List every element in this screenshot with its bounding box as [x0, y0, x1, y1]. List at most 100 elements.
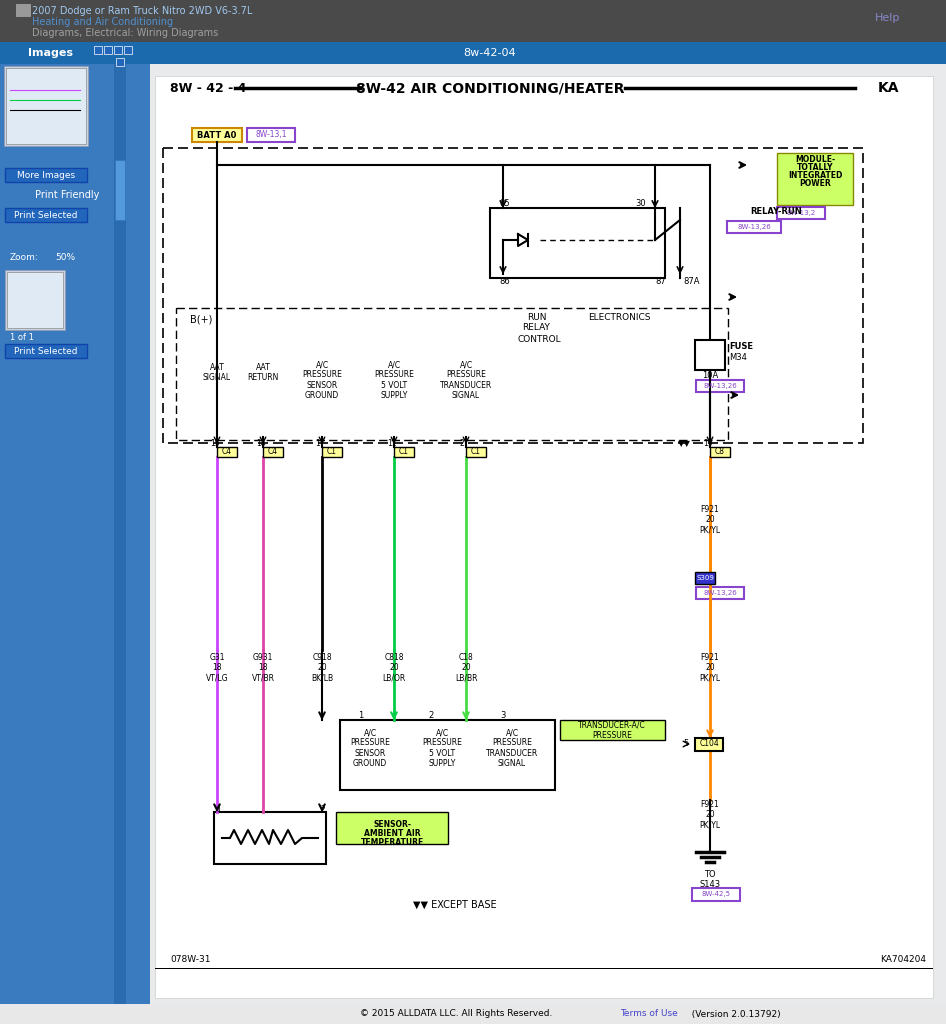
Text: A/C
PRESSURE
SENSOR
GROUND: A/C PRESSURE SENSOR GROUND [302, 360, 342, 400]
Bar [116, 58, 124, 66]
Text: Zoom:: Zoom: [10, 254, 39, 262]
Text: TOTALLY: TOTALLY [797, 164, 833, 172]
Text: ▼▼ EXCEPT BASE: ▼▼ EXCEPT BASE [413, 900, 497, 910]
Text: 5: 5 [683, 739, 689, 749]
Bar [466, 447, 486, 457]
Text: C18
20
LB/BR: C18 20 LB/BR [455, 653, 477, 683]
Bar [696, 380, 744, 392]
Text: Images: Images [28, 48, 73, 58]
Text: MODULE-: MODULE- [795, 156, 835, 165]
Bar [16, 4, 30, 16]
Text: 8W-13,26: 8W-13,26 [703, 383, 737, 389]
Text: 30: 30 [635, 200, 645, 209]
Text: BATT A0: BATT A0 [198, 130, 236, 139]
Text: 10A: 10A [702, 371, 718, 380]
Text: F921
20
PK/YL: F921 20 PK/YL [699, 653, 721, 683]
Text: TRANSDUCER-A/C
PRESSURE: TRANSDUCER-A/C PRESSURE [578, 720, 646, 739]
Text: 1: 1 [358, 712, 363, 721]
Text: C918
20
BK/LB: C918 20 BK/LB [311, 653, 333, 683]
Bar [7, 272, 63, 328]
Bar [5, 208, 87, 222]
Text: KA704204: KA704204 [880, 955, 926, 965]
Bar [94, 46, 102, 54]
Text: More Images: More Images [17, 171, 75, 179]
Bar [692, 888, 740, 901]
Bar [115, 160, 125, 220]
Bar [263, 447, 283, 457]
Text: 87A: 87A [683, 278, 699, 287]
Bar [5, 344, 87, 358]
Text: C1: C1 [327, 447, 337, 457]
Text: G31
18
VT/LG: G31 18 VT/LG [205, 653, 228, 683]
Text: M34: M34 [729, 353, 747, 362]
Text: F921
20
PK/YL: F921 20 PK/YL [699, 800, 721, 829]
Bar [695, 738, 723, 751]
Text: INTEGRATED: INTEGRATED [788, 171, 842, 180]
Text: 14: 14 [256, 439, 266, 449]
Text: 85: 85 [499, 200, 510, 209]
Bar [5, 270, 65, 330]
Text: TO
S143: TO S143 [699, 870, 721, 890]
Text: Terms of Use: Terms of Use [620, 1010, 677, 1019]
Text: A/C
PRESSURE
TRANSDUCER
SIGNAL: A/C PRESSURE TRANSDUCER SIGNAL [440, 360, 492, 400]
Text: RELAY-RUN: RELAY-RUN [750, 208, 802, 216]
Text: Help: Help [875, 13, 901, 23]
Text: B(+): B(+) [190, 315, 212, 325]
Text: TEMPERATURE: TEMPERATURE [360, 838, 424, 847]
Text: KA: KA [878, 81, 900, 95]
Text: C1: C1 [471, 447, 481, 457]
Bar [560, 720, 665, 740]
Bar [777, 153, 853, 205]
Bar [0, 63, 150, 1024]
Bar [124, 46, 132, 54]
Text: 11: 11 [387, 439, 396, 449]
Text: Heating and Air Conditioning: Heating and Air Conditioning [32, 17, 173, 27]
Text: 8W-13,26: 8W-13,26 [703, 590, 737, 596]
Bar [695, 572, 715, 584]
Bar [192, 128, 242, 142]
Bar [114, 63, 126, 1004]
Bar [0, 42, 946, 63]
Text: C104: C104 [699, 739, 719, 749]
Bar [696, 587, 744, 599]
Text: 17: 17 [315, 439, 324, 449]
Bar [394, 447, 414, 457]
Bar [695, 340, 725, 370]
Bar [322, 447, 342, 457]
Bar [727, 221, 781, 233]
Bar [163, 148, 863, 443]
Bar [0, 1004, 946, 1024]
Text: A/C
PRESSURE
TRANSDUCER
SIGNAL: A/C PRESSURE TRANSDUCER SIGNAL [486, 728, 538, 768]
Bar [340, 720, 555, 790]
Text: 19: 19 [703, 439, 712, 449]
Text: 86: 86 [499, 278, 510, 287]
Text: RELAY: RELAY [522, 324, 550, 333]
Text: C1: C1 [399, 447, 409, 457]
Bar [104, 46, 112, 54]
Bar [150, 63, 946, 1004]
Text: 8W-13,26: 8W-13,26 [737, 224, 771, 230]
Text: Print Friendly: Print Friendly [35, 190, 99, 200]
Text: C8: C8 [715, 447, 725, 457]
Text: 8W - 42 - 4: 8W - 42 - 4 [170, 82, 246, 94]
Bar [710, 447, 730, 457]
Text: ▼▼: ▼▼ [678, 439, 691, 449]
Text: A/C
PRESSURE
5 VOLT
SUPPLY: A/C PRESSURE 5 VOLT SUPPLY [374, 360, 414, 400]
Bar [6, 68, 86, 144]
Text: 2: 2 [320, 805, 324, 813]
Bar [155, 76, 933, 998]
Text: CONTROL: CONTROL [518, 335, 562, 343]
Text: (Version 2.0.13792): (Version 2.0.13792) [686, 1010, 780, 1019]
Text: 2: 2 [459, 439, 464, 449]
Text: 8W-42,5: 8W-42,5 [702, 891, 730, 897]
Text: 50%: 50% [55, 254, 75, 262]
Text: C4: C4 [268, 447, 278, 457]
Text: Print Selected: Print Selected [14, 211, 78, 219]
Bar [336, 812, 448, 844]
Text: AAT
SIGNAL: AAT SIGNAL [203, 362, 231, 382]
Text: 8W-13,2: 8W-13,2 [786, 210, 815, 216]
Text: 1 of 1: 1 of 1 [10, 334, 34, 342]
Text: Diagrams, Electrical: Wiring Diagrams: Diagrams, Electrical: Wiring Diagrams [32, 28, 219, 38]
Text: A/C
PRESSURE
5 VOLT
SUPPLY: A/C PRESSURE 5 VOLT SUPPLY [422, 728, 462, 768]
Text: AAT
RETURN: AAT RETURN [247, 362, 279, 382]
